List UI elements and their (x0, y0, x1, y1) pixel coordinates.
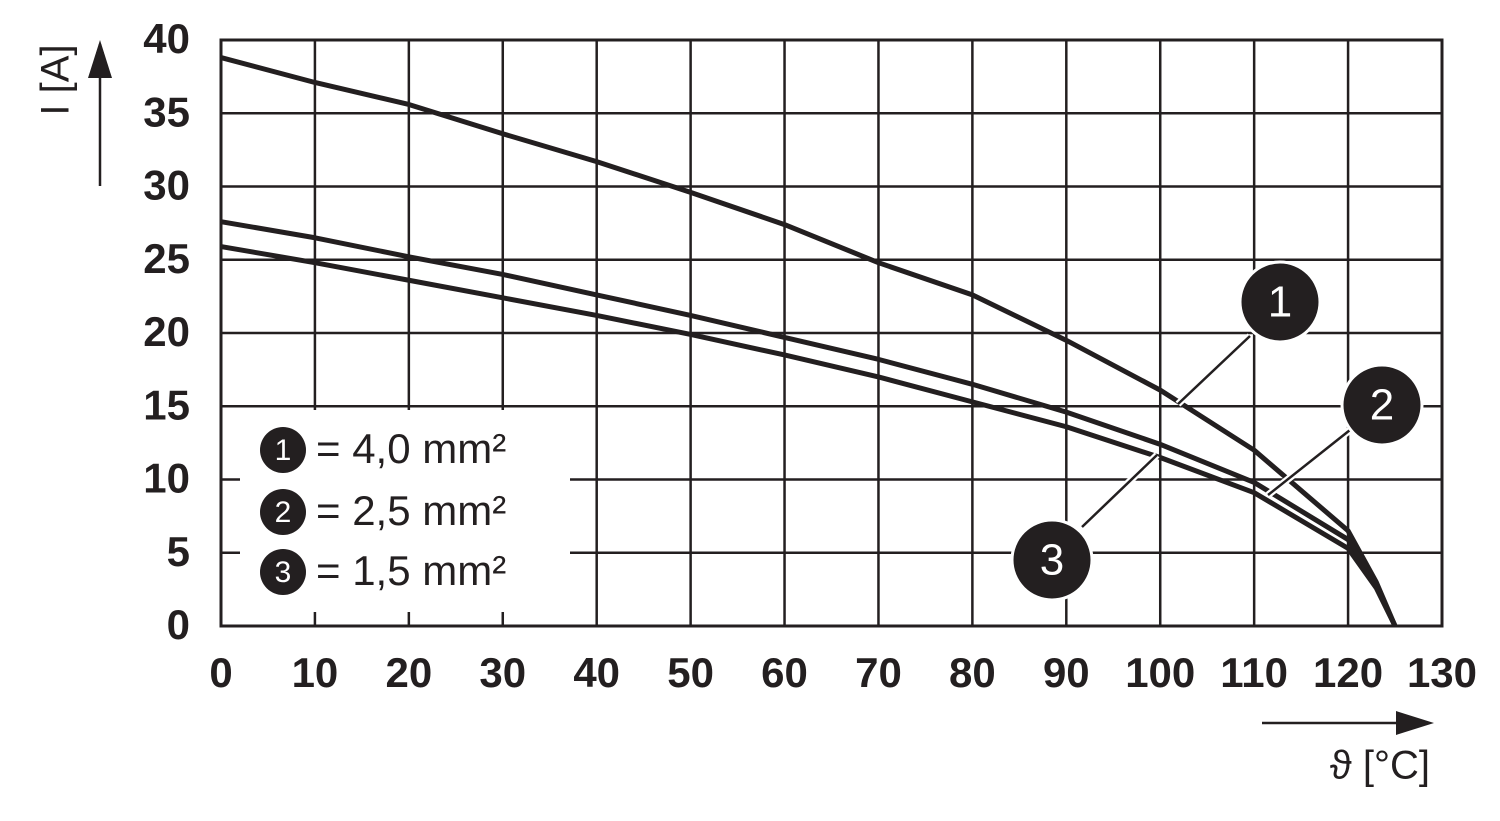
legend-label: = 1,5 mm² (316, 547, 506, 594)
y-tick-label: 20 (143, 308, 190, 355)
plot-frame (219, 38, 1444, 628)
y-tick-label: 0 (167, 601, 190, 648)
curve (220, 55, 1398, 627)
legend-label: = 2,5 mm² (316, 487, 506, 534)
callout-leader (1177, 335, 1251, 405)
x-tick-label: 100 (1125, 649, 1195, 696)
x-tick-label: 0 (209, 649, 232, 696)
legend-label: = 4,0 mm² (316, 425, 506, 472)
curve (220, 244, 1398, 628)
x-arrowhead (1396, 711, 1434, 735)
legend-badge (260, 427, 306, 473)
y-tick-label: 15 (143, 381, 190, 428)
legend-number: 1 (275, 434, 292, 467)
legend-number: 2 (275, 496, 292, 529)
x-tick-label: 120 (1313, 649, 1383, 696)
x-tick-label: 110 (1220, 649, 1288, 696)
x-tick-label: 130 (1407, 649, 1477, 696)
callout-leader (1267, 429, 1351, 496)
x-tick-label: 10 (292, 649, 339, 696)
callout-number: 2 (1370, 381, 1394, 430)
legend: 1 = 4,0 mm² 2 = 2,5 mm² 3 = 1,5 mm² (240, 410, 570, 612)
callout-leader (1081, 454, 1158, 528)
x-tick-label: 30 (479, 649, 526, 696)
y-tick-label: 25 (143, 235, 190, 282)
curves (220, 55, 1398, 628)
x-tick-label: 80 (949, 649, 996, 696)
legend-badge (260, 489, 306, 535)
callout-number: 1 (1268, 278, 1292, 327)
x-axis-label: ϑ [°C] (1330, 744, 1430, 788)
x-tick-label: 40 (573, 649, 620, 696)
curve (220, 219, 1398, 628)
y-arrowhead (88, 40, 112, 78)
callout-number: 3 (1040, 536, 1064, 585)
callout-badge (1238, 260, 1322, 344)
callout-badge (1010, 518, 1094, 602)
callouts: 1 2 3 (1010, 260, 1424, 602)
y-tick-label: 30 (143, 162, 190, 209)
x-tick-label: 50 (667, 649, 714, 696)
x-tick-label: 90 (1043, 649, 1090, 696)
legend-badge (260, 549, 306, 595)
y-tick-label: 5 (167, 528, 190, 575)
y-axis-label: I [A] (34, 44, 78, 115)
callout-badge (1340, 363, 1424, 447)
y-tick-label: 40 (143, 15, 190, 62)
y-tick-label: 10 (143, 455, 190, 502)
legend-number: 3 (275, 556, 292, 589)
x-tick-label: 60 (761, 649, 808, 696)
y-tick-label: 35 (143, 88, 190, 135)
x-tick-label: 70 (855, 649, 902, 696)
x-tick-label: 20 (385, 649, 432, 696)
